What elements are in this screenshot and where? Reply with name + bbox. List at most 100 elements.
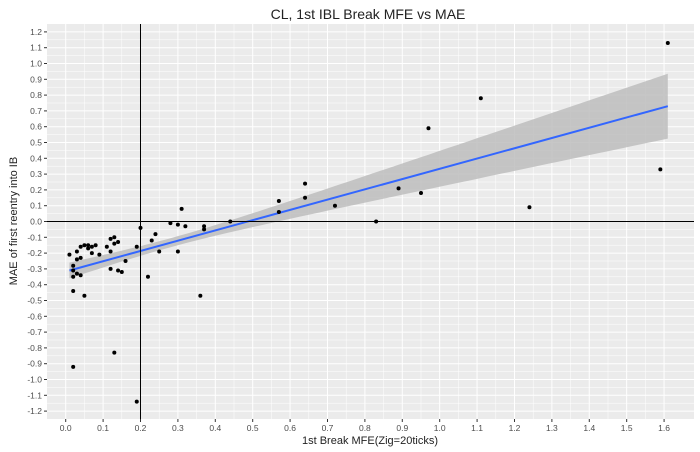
y-tick-label: 0.9 [30,74,42,84]
y-tick-label: 0.2 [30,185,42,195]
data-point [90,245,94,249]
data-point [479,96,483,100]
data-point [397,186,401,190]
data-point [277,210,281,214]
data-point [75,272,79,276]
data-point [105,245,109,249]
data-point [112,242,116,246]
x-tick-label: 0.0 [60,423,72,433]
y-tick-label: -0.3 [27,264,42,274]
x-tick-label: 1.3 [546,423,558,433]
x-tick-label: 0.1 [97,423,109,433]
data-point [82,243,86,247]
y-tick-label: 0.3 [30,169,42,179]
data-point [116,240,120,244]
x-tick-label: 1.0 [434,423,446,433]
y-tick-label: 0.5 [30,138,42,148]
x-tick-label: 0.8 [359,423,371,433]
y-tick-label: 1.2 [30,27,42,37]
data-point [109,250,113,254]
x-tick-label: 1.5 [621,423,633,433]
data-point [228,220,232,224]
y-tick-label: 0.4 [30,153,42,163]
x-axis-ticks: 0.0 0.1 0.2 0.3 0.4 0.5 0.6 0.7 0.8 0.9 1.0 1.1 1.2 1… [60,419,670,433]
y-axis-title: MAE of first reentry into IB [8,157,20,285]
data-point [79,273,83,277]
x-tick-label: 0.7 [322,423,334,433]
data-point [333,204,337,208]
y-tick-label: -0.1 [27,232,42,242]
x-tick-label: 1.6 [658,423,670,433]
data-point [419,191,423,195]
x-axis-title: 1st Break MFE(Zig=20ticks) [302,435,438,447]
data-point [82,294,86,298]
data-point [71,365,75,369]
data-point [277,199,281,203]
data-point [202,227,206,231]
data-point [97,253,101,257]
data-point [180,207,184,211]
y-tick-label: -0.4 [27,280,42,290]
x-tick-label: 0.9 [396,423,408,433]
data-point [168,221,172,225]
data-point [90,251,94,255]
data-point [109,267,113,271]
data-point [658,167,662,171]
data-point [94,243,98,247]
y-tick-label: 0.7 [30,106,42,116]
y-tick-label: -1.2 [27,406,42,416]
data-point [71,268,75,272]
y-tick-label: 1.0 [30,59,42,69]
y-tick-label: -0.2 [27,248,42,258]
data-point [112,351,116,355]
data-point [71,264,75,268]
x-tick-label: 0.6 [284,423,296,433]
data-point [67,253,71,257]
x-tick-label: 1.1 [471,423,483,433]
y-tick-label: 0.8 [30,90,42,100]
data-point [153,232,157,236]
data-point [75,257,79,261]
data-point [150,238,154,242]
data-point [303,196,307,200]
y-tick-label: 0.0 [30,217,42,227]
data-point [183,224,187,228]
chart-title: CL, 1st IBL Break MFE vs MAE [271,6,466,22]
x-tick-label: 1.4 [583,423,595,433]
y-tick-label: -0.8 [27,343,42,353]
data-point [527,205,531,209]
y-tick-label: 0.1 [30,201,42,211]
y-tick-label: -0.9 [27,359,42,369]
y-axis-ticks: -1.2-1.1-1.0-0.9-0.8-0.7-0.6-0.5-0.4-0.3… [27,27,47,416]
y-tick-label: -0.7 [27,327,42,337]
y-tick-label: 1.1 [30,43,42,53]
data-point [120,270,124,274]
data-point [666,41,670,45]
data-point [198,294,202,298]
data-point [135,245,139,249]
data-point [79,245,83,249]
data-point [79,256,83,260]
data-point [157,250,161,254]
data-point [374,220,378,224]
x-tick-label: 0.5 [247,423,259,433]
y-tick-label: 0.6 [30,122,42,132]
data-point [112,235,116,239]
x-tick-label: 0.2 [135,423,147,433]
x-tick-label: 1.2 [509,423,521,433]
data-point [426,126,430,130]
data-point [116,268,120,272]
data-point [138,226,142,230]
data-point [71,289,75,293]
data-point [135,400,139,404]
y-tick-label: -0.5 [27,296,42,306]
y-tick-label: -0.6 [27,311,42,321]
data-point [176,250,180,254]
data-point [146,275,150,279]
x-tick-label: 0.3 [172,423,184,433]
y-tick-label: -1.1 [27,390,42,400]
data-point [303,182,307,186]
data-point [86,243,90,247]
data-point [75,250,79,254]
data-point [71,275,75,279]
